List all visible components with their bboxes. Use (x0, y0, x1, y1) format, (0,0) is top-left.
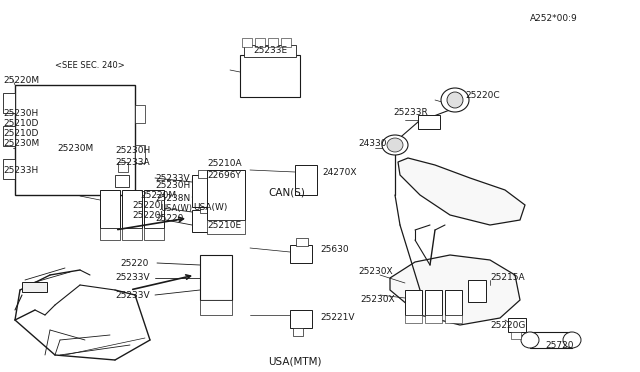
Text: 25230X: 25230X (358, 267, 392, 276)
Ellipse shape (382, 135, 408, 155)
Text: 25220M: 25220M (3, 76, 39, 84)
Bar (200, 255, 232, 300)
Bar (508, 318, 526, 332)
Bar (290, 310, 312, 328)
Bar (192, 210, 216, 232)
Text: 25210D: 25210D (3, 128, 38, 138)
Text: USA(W): USA(W) (193, 202, 227, 212)
Text: 25630: 25630 (320, 246, 349, 254)
Text: 25210E: 25210E (207, 221, 241, 230)
Text: USA(W): USA(W) (160, 203, 192, 212)
Ellipse shape (441, 88, 469, 112)
Text: 25233V: 25233V (115, 273, 150, 282)
Ellipse shape (387, 138, 403, 152)
Polygon shape (390, 255, 520, 325)
Polygon shape (398, 158, 525, 225)
Text: 25238N: 25238N (155, 193, 190, 202)
Text: 25220: 25220 (120, 259, 148, 267)
Bar (445, 315, 462, 323)
Bar (296, 238, 308, 246)
Bar (100, 228, 120, 240)
Text: 25210D: 25210D (3, 119, 38, 128)
Bar (445, 290, 462, 315)
Ellipse shape (447, 92, 463, 108)
Bar (281, 38, 291, 47)
Bar (290, 245, 312, 263)
Bar (144, 190, 164, 228)
Bar (268, 38, 278, 47)
Text: 25220G: 25220G (490, 321, 525, 330)
Text: 25233E: 25233E (253, 45, 287, 55)
Bar (3, 93, 15, 113)
Text: 25220: 25220 (155, 214, 184, 222)
Bar (15, 85, 135, 195)
Bar (418, 115, 440, 129)
Bar (293, 328, 303, 336)
Text: 25230H: 25230H (155, 180, 190, 189)
Text: 25221V: 25221V (320, 314, 355, 323)
Bar (405, 290, 422, 315)
Bar (118, 162, 128, 172)
Bar (200, 300, 232, 315)
Bar (122, 228, 142, 240)
Text: USA(MTM): USA(MTM) (268, 357, 321, 367)
Text: 25210A: 25210A (207, 158, 242, 167)
Text: 24330: 24330 (358, 138, 387, 148)
Bar (135, 145, 145, 163)
Text: 25720: 25720 (545, 341, 573, 350)
Text: 25233A: 25233A (115, 157, 150, 167)
Bar (144, 228, 164, 240)
Bar (3, 159, 15, 179)
Text: A252*00:9: A252*00:9 (530, 13, 578, 22)
Bar (240, 55, 300, 97)
Bar (22, 282, 47, 292)
Bar (425, 290, 442, 315)
Bar (122, 190, 142, 228)
Text: 25230H: 25230H (115, 145, 150, 154)
Bar (405, 315, 422, 323)
Ellipse shape (563, 332, 581, 348)
Bar (198, 170, 210, 178)
Text: 25220M: 25220M (140, 190, 176, 199)
Text: 25230X: 25230X (360, 295, 395, 305)
Text: 25230H: 25230H (3, 109, 38, 118)
Bar (135, 105, 145, 123)
Bar (295, 165, 317, 195)
Bar (207, 220, 245, 234)
Bar (192, 175, 216, 207)
Text: CAN(S): CAN(S) (268, 187, 305, 197)
Bar (530, 332, 572, 348)
Text: 25215A: 25215A (490, 273, 525, 282)
Text: 22696Y: 22696Y (207, 170, 241, 180)
Text: 25220J: 25220J (132, 211, 163, 219)
Text: 25233R: 25233R (393, 108, 428, 116)
Text: 25230M: 25230M (57, 144, 93, 153)
Text: 24270X: 24270X (322, 167, 356, 176)
Bar (425, 315, 442, 323)
Text: 25233H: 25233H (3, 166, 38, 174)
Bar (255, 38, 265, 47)
Bar (115, 175, 129, 187)
Bar (207, 170, 245, 220)
Bar (100, 190, 120, 228)
Ellipse shape (521, 332, 539, 348)
Text: 25220J: 25220J (132, 201, 163, 209)
Bar (468, 280, 486, 302)
Bar (200, 205, 214, 213)
Text: 25230M: 25230M (3, 138, 39, 148)
Bar (3, 126, 15, 146)
Text: 25220C: 25220C (465, 90, 500, 99)
Bar (511, 332, 521, 339)
Text: 25233V: 25233V (115, 291, 150, 299)
Bar (242, 38, 252, 47)
Bar (244, 45, 296, 57)
Text: 25233V: 25233V (155, 173, 189, 183)
Text: <SEE SEC. 240>: <SEE SEC. 240> (55, 61, 125, 70)
